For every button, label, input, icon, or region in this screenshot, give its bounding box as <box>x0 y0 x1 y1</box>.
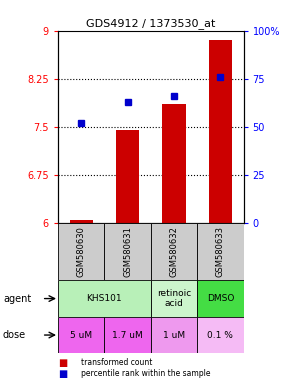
Bar <box>151 317 197 353</box>
Text: ■: ■ <box>58 358 67 368</box>
Text: GSM580633: GSM580633 <box>216 226 225 277</box>
Text: GSM580631: GSM580631 <box>123 226 132 277</box>
Bar <box>58 280 151 317</box>
Bar <box>162 104 186 223</box>
Text: retinoic
acid: retinoic acid <box>157 289 191 308</box>
Bar <box>197 223 244 280</box>
Bar <box>197 280 244 317</box>
Text: 5 uM: 5 uM <box>70 331 92 339</box>
Bar <box>197 317 244 353</box>
Bar <box>151 223 197 280</box>
Text: DMSO: DMSO <box>207 294 234 303</box>
Text: ■: ■ <box>58 369 67 379</box>
Text: transformed count: transformed count <box>81 358 153 367</box>
Text: agent: agent <box>3 293 31 304</box>
Bar <box>58 317 104 353</box>
Bar <box>209 40 232 223</box>
Text: dose: dose <box>3 330 26 340</box>
Text: GSM580632: GSM580632 <box>169 226 179 277</box>
Bar <box>151 280 197 317</box>
Bar <box>104 317 151 353</box>
Text: 1.7 uM: 1.7 uM <box>112 331 143 339</box>
Bar <box>70 220 93 223</box>
Title: GDS4912 / 1373530_at: GDS4912 / 1373530_at <box>86 18 215 30</box>
Text: 0.1 %: 0.1 % <box>207 331 233 339</box>
Text: GSM580630: GSM580630 <box>77 226 86 277</box>
Text: 1 uM: 1 uM <box>163 331 185 339</box>
Text: percentile rank within the sample: percentile rank within the sample <box>81 369 211 378</box>
Bar <box>104 223 151 280</box>
Text: KHS101: KHS101 <box>87 294 122 303</box>
Bar <box>58 223 104 280</box>
Bar <box>116 130 139 223</box>
